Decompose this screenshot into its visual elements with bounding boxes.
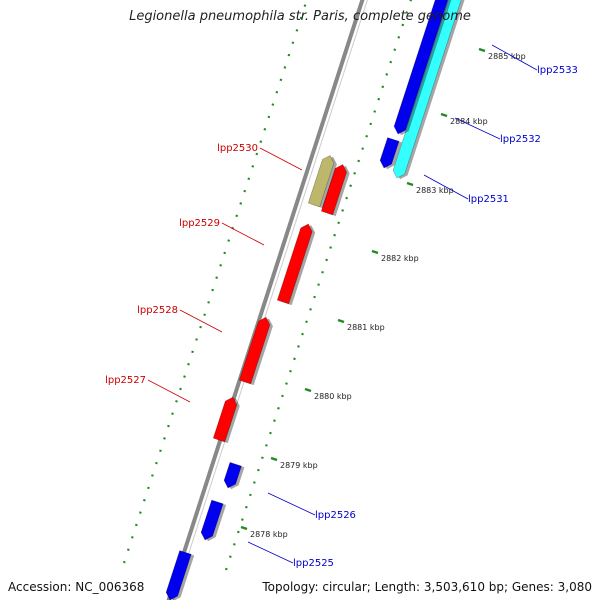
gene-arrow-lpp2525b[interactable]: [200, 499, 224, 541]
gene-arrow-lpp2527[interactable]: [212, 396, 238, 443]
scale-tick-4: [371, 249, 379, 255]
dotted-guide-1: [224, 0, 413, 571]
scale-label-7: 2885 kbp: [488, 52, 526, 61]
scale-label-5: 2883 kbp: [416, 186, 454, 195]
scale-tick-6: [440, 112, 448, 118]
leader-lpp2531: [423, 174, 469, 200]
scale-tick-2: [304, 387, 312, 393]
leader-lpp2532: [454, 117, 501, 140]
accession-text: Accession: NC_006368: [8, 580, 145, 594]
scale-label-1: 2879 kbp: [280, 461, 318, 470]
gene-arrow-lpp2525[interactable]: [165, 550, 192, 600]
gene-label-lpp2526[interactable]: lpp2526: [315, 510, 356, 521]
gene-arrow-lpp2526[interactable]: [223, 462, 242, 489]
scale-tick-7: [478, 47, 486, 53]
gene-label-lpp2527[interactable]: lpp2527: [105, 375, 146, 386]
summary-text: Topology: circular; Length: 3,503,610 bp…: [262, 580, 592, 594]
map-title: Legionella pneumophila str. Paris, compl…: [129, 9, 471, 24]
scale-tick-3: [337, 318, 345, 324]
gene-label-lpp2528[interactable]: lpp2528: [137, 305, 178, 316]
leader-lpp2527: [147, 379, 191, 403]
gene-label-lpp2529[interactable]: lpp2529: [179, 218, 220, 229]
gene-label-lpp2533[interactable]: lpp2533: [537, 65, 578, 76]
scale-label-6: 2884 kbp: [450, 117, 488, 126]
scale-tick-0: [240, 525, 248, 531]
gene-label-lpp2530[interactable]: lpp2530: [217, 143, 258, 154]
scale-tick-1: [270, 456, 278, 462]
gene-label-lpp2525[interactable]: lpp2525: [293, 558, 334, 569]
gene-labels: lpp2527 lpp2528 lpp2529 lpp2530 lpp2525 lpp25…: [105, 44, 578, 569]
gene-label-lpp2532[interactable]: lpp2532: [500, 134, 541, 145]
dotted-guide-0: [122, 0, 308, 564]
backbone-line: [166, 0, 365, 600]
gene-arrow-lpp2533[interactable]: [393, 0, 450, 135]
backbone: [166, 0, 368, 600]
leader-lpp2526: [267, 492, 316, 516]
scale-label-4: 2882 kbp: [381, 254, 419, 263]
leader-lpp2530: [259, 147, 303, 171]
leader-lpp2533: [491, 44, 538, 71]
leader-lpp2525: [247, 541, 294, 564]
leader-lpp2529: [221, 222, 265, 246]
scale-label-0: 2878 kbp: [250, 530, 288, 539]
gene-arrow-lpp2531[interactable]: [379, 137, 400, 169]
scale-ticks: 2878 kbp 2879 kbp 2880 kbp 2881 kbp 2882 kbp…: [240, 47, 526, 539]
gene-features: [165, 0, 465, 600]
leader-lpp2528: [179, 309, 223, 333]
scale-tick-5: [406, 181, 414, 187]
gene-arrow-lpp2530[interactable]: [320, 164, 347, 216]
scale-label-3: 2881 kbp: [347, 323, 385, 332]
gene-arrow-lpp2528[interactable]: [238, 316, 271, 385]
gene-arrow-lpp2529[interactable]: [276, 223, 313, 305]
dotted-guides: [122, 0, 413, 571]
gene-label-lpp2531[interactable]: lpp2531: [468, 194, 509, 205]
backbone-highlight: [173, 0, 368, 600]
scale-label-2: 2880 kbp: [314, 392, 352, 401]
gene-feature-olive[interactable]: [307, 155, 335, 208]
gene-arrow-lpp2532[interactable]: [392, 0, 464, 179]
